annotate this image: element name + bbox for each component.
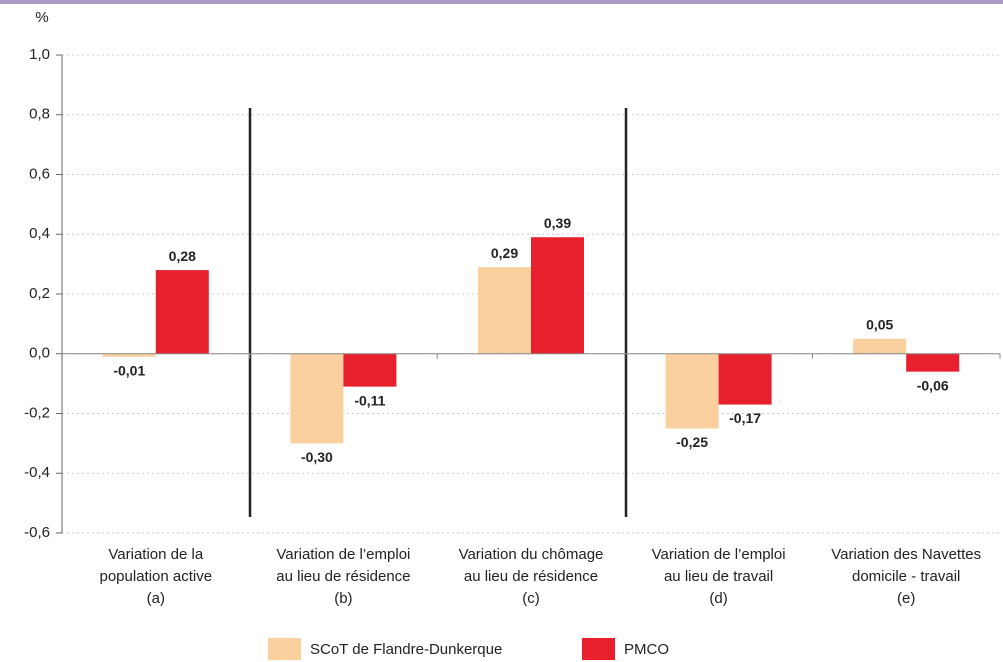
- value-label: -0,06: [917, 377, 949, 393]
- x-tick-label: (e): [897, 590, 915, 607]
- y-tick-label: 0,4: [29, 225, 50, 242]
- x-tick-label: (a): [147, 590, 165, 607]
- y-tick-label: 0,0: [29, 345, 50, 362]
- bar: [853, 338, 907, 354]
- y-tick-label: 1,0: [29, 46, 50, 63]
- y-tick-label: -0,2: [24, 404, 50, 421]
- bar: [102, 353, 156, 357]
- x-tick-label: au lieu de résidence: [276, 568, 410, 585]
- x-tick-label: au lieu de résidence: [464, 568, 598, 585]
- bar: [718, 353, 772, 405]
- top-border: [0, 0, 1003, 4]
- value-label: 0,28: [169, 248, 196, 264]
- value-label: -0,01: [113, 362, 145, 378]
- x-tick-label: Variation de l’emploi: [276, 546, 410, 563]
- x-tick-label: domicile - travail: [852, 568, 960, 585]
- bar: [531, 237, 584, 354]
- legend-label: SCoT de Flandre-Dunkerque: [310, 641, 502, 658]
- x-tick-label: (c): [522, 590, 540, 607]
- x-tick-label: au lieu de travail: [664, 568, 773, 585]
- value-label: -0,25: [676, 434, 708, 450]
- y-tick-label: 0,2: [29, 285, 50, 302]
- bar: [906, 353, 960, 372]
- value-label: -0,17: [729, 410, 761, 426]
- y-tick-label: 0,8: [29, 106, 50, 123]
- bar: [478, 267, 531, 354]
- x-tick-label: Variation du chômage: [459, 546, 604, 563]
- x-tick-label: (b): [334, 590, 352, 607]
- value-label: -0,11: [354, 392, 385, 408]
- y-tick-label: -0,4: [24, 464, 50, 481]
- legend-swatch: [268, 638, 301, 660]
- x-tick-label: population active: [100, 568, 213, 585]
- x-tick-label: Variation de la: [108, 546, 203, 563]
- bar: [290, 353, 344, 444]
- value-label: 0,39: [544, 215, 571, 231]
- value-label: 0,05: [866, 317, 893, 333]
- y-tick-label: -0,6: [24, 524, 50, 541]
- x-tick-label: (d): [709, 590, 727, 607]
- value-label: -0,30: [301, 449, 333, 465]
- y-axis-label: %: [35, 9, 48, 26]
- x-tick-label: Variation des Navettes: [831, 546, 981, 563]
- x-tick-label: Variation de l’emploi: [652, 546, 786, 563]
- value-label: 0,29: [491, 245, 518, 261]
- bar: [155, 270, 209, 354]
- legend-label: PMCO: [624, 641, 669, 658]
- y-tick-label: 0,6: [29, 165, 50, 182]
- bar: [665, 353, 719, 429]
- legend-swatch: [582, 638, 615, 660]
- bar: [343, 353, 397, 387]
